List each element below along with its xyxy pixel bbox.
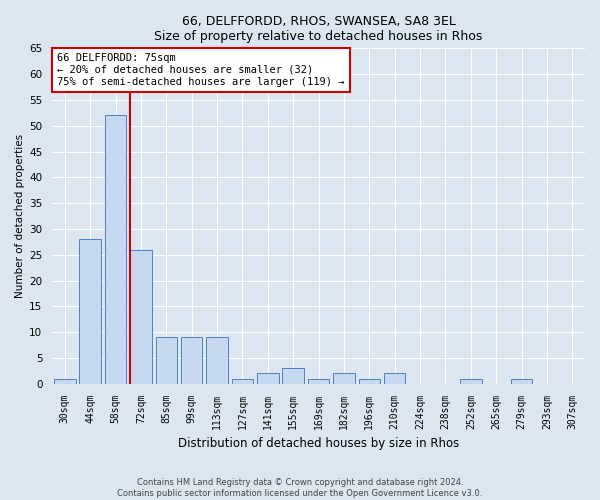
Bar [333, 374, 355, 384]
Bar [181, 338, 202, 384]
Bar [155, 338, 177, 384]
Title: 66, DELFFORDD, RHOS, SWANSEA, SA8 3EL
Size of property relative to detached hous: 66, DELFFORDD, RHOS, SWANSEA, SA8 3EL Si… [154, 15, 483, 43]
Bar [105, 116, 127, 384]
Bar [308, 378, 329, 384]
Bar [283, 368, 304, 384]
Bar [511, 378, 532, 384]
Y-axis label: Number of detached properties: Number of detached properties [15, 134, 25, 298]
Text: Contains HM Land Registry data © Crown copyright and database right 2024.
Contai: Contains HM Land Registry data © Crown c… [118, 478, 482, 498]
Bar [79, 239, 101, 384]
X-axis label: Distribution of detached houses by size in Rhos: Distribution of detached houses by size … [178, 437, 459, 450]
Text: 66 DELFFORDD: 75sqm
← 20% of detached houses are smaller (32)
75% of semi-detach: 66 DELFFORDD: 75sqm ← 20% of detached ho… [58, 54, 345, 86]
Bar [384, 374, 406, 384]
Bar [232, 378, 253, 384]
Bar [460, 378, 482, 384]
Bar [206, 338, 228, 384]
Bar [54, 378, 76, 384]
Bar [130, 250, 152, 384]
Bar [257, 374, 278, 384]
Bar [359, 378, 380, 384]
